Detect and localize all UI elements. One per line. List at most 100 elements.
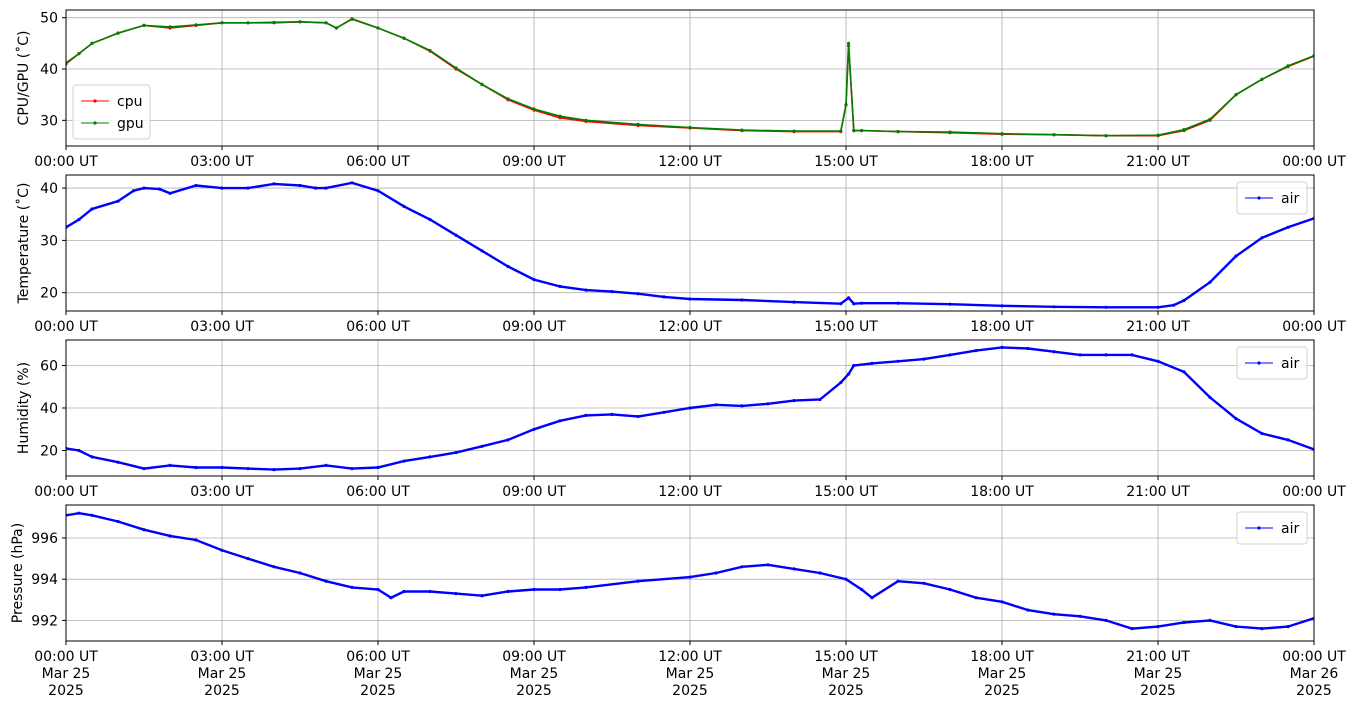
axes-frame xyxy=(65,504,1315,642)
data-point-air xyxy=(852,302,856,306)
data-point-air xyxy=(636,414,640,419)
data-point-air xyxy=(860,587,864,592)
data-point-air xyxy=(740,565,744,569)
x-year-label: 2025 xyxy=(516,683,552,699)
data-point-gpu xyxy=(246,21,250,25)
data-point-air xyxy=(610,412,614,416)
data-point-gpu xyxy=(688,125,692,130)
data-point-air xyxy=(428,217,432,222)
legend-label-air: air xyxy=(1281,521,1299,537)
data-point-air xyxy=(1052,612,1056,616)
x-tick-label: 12:00 UT xyxy=(658,484,722,500)
y-tick-label: 996 xyxy=(31,531,58,547)
data-point-air xyxy=(870,361,874,365)
data-point-gpu xyxy=(1000,132,1004,136)
data-point-air xyxy=(480,444,484,448)
data-point-air xyxy=(142,186,146,190)
data-point-air xyxy=(532,587,536,592)
data-point-air xyxy=(1156,359,1160,363)
x-tick-label: 21:00 UT xyxy=(1126,484,1190,500)
data-point-air xyxy=(558,587,562,592)
data-point-air xyxy=(1104,618,1108,623)
data-point-air xyxy=(480,594,484,598)
x-year-label: 2025 xyxy=(672,683,708,699)
data-point-gpu xyxy=(220,21,224,25)
x-tick-label: 18:00 UT xyxy=(970,319,1034,335)
panel-3: 00:00 UT 03:00 UT 06:00 UT 09:00 UT 12:00 UT… xyxy=(16,339,1346,500)
y-axis-label: Humidity (%) xyxy=(16,362,32,454)
data-point-air xyxy=(1182,298,1186,303)
data-point-air xyxy=(376,465,380,470)
legend-label-cpu: cpu xyxy=(117,94,142,110)
data-point-air xyxy=(688,575,692,579)
axes-frame xyxy=(65,9,1315,147)
x-tick-label: 18:00 UT xyxy=(970,484,1034,500)
x-year-label: 2025 xyxy=(48,683,84,699)
data-point-air xyxy=(402,589,406,594)
data-point-gpu xyxy=(142,23,146,27)
data-point-air xyxy=(1234,417,1238,421)
y-axis-label: Pressure (hPa) xyxy=(10,523,26,623)
axes-frame xyxy=(65,174,1315,312)
panel-1: 00:00 UT 03:00 UT 06:00 UT 09:00 UT 12:00 UT… xyxy=(15,9,1346,170)
y-axis-label: Temperature (˚C) xyxy=(15,183,32,305)
data-point-air xyxy=(839,302,843,306)
data-point-air xyxy=(1208,395,1212,399)
series-air xyxy=(66,511,1314,631)
series-line-gpu xyxy=(66,18,1314,137)
data-point-air xyxy=(974,349,978,353)
data-point-air xyxy=(1000,600,1004,604)
data-point-air xyxy=(116,199,120,203)
series-air xyxy=(66,345,1314,472)
x-date-label: Mar 25 xyxy=(1134,666,1183,682)
y-tick-label: 992 xyxy=(31,613,58,629)
data-point-air xyxy=(1182,620,1186,625)
y-tick-label: 40 xyxy=(40,181,58,197)
data-point-air xyxy=(662,295,666,299)
data-point-air xyxy=(1286,438,1290,442)
data-point-air xyxy=(818,571,822,575)
data-point-gpu xyxy=(334,26,338,30)
legend-box xyxy=(72,84,151,140)
x-tick-label: 00:00 UT xyxy=(1282,649,1346,665)
x-date-label: Mar 25 xyxy=(978,666,1027,682)
data-point-air xyxy=(1234,254,1238,258)
data-point-air xyxy=(662,410,666,414)
data-point-gpu xyxy=(1286,64,1290,68)
legend-marker-air xyxy=(1257,196,1261,200)
data-point-air xyxy=(1052,305,1056,309)
x-tick-label: 12:00 UT xyxy=(658,154,722,170)
data-point-gpu xyxy=(506,97,510,101)
x-tick-label: 21:00 UT xyxy=(1126,319,1190,335)
data-point-air xyxy=(584,288,588,292)
x-year-label: 2025 xyxy=(204,683,240,699)
x-year-label: 2025 xyxy=(1140,683,1176,699)
data-point-air xyxy=(688,297,692,301)
data-point-air xyxy=(610,290,614,294)
data-point-air xyxy=(298,571,302,575)
data-point-air xyxy=(246,557,250,561)
data-point-air xyxy=(90,513,94,517)
data-point-air xyxy=(298,467,302,471)
data-point-air xyxy=(350,467,354,471)
data-point-air xyxy=(1078,353,1082,357)
data-point-air xyxy=(740,404,744,408)
x-date-label: Mar 25 xyxy=(198,666,247,682)
x-year-label: 2025 xyxy=(1296,683,1332,699)
data-point-air xyxy=(194,465,198,470)
data-point-air xyxy=(272,468,276,472)
data-point-air xyxy=(1104,305,1108,309)
data-point-air xyxy=(246,186,250,190)
data-point-air xyxy=(246,467,250,471)
y-tick-label: 30 xyxy=(40,233,58,249)
data-point-air xyxy=(948,302,952,306)
data-point-air xyxy=(922,357,926,361)
data-point-air xyxy=(1130,353,1134,357)
data-point-air xyxy=(480,249,484,253)
data-point-air xyxy=(324,186,328,190)
data-point-air xyxy=(454,233,458,237)
data-point-air xyxy=(402,459,406,463)
y-tick-label: 40 xyxy=(40,401,58,417)
x-tick-label: 00:00 UT xyxy=(34,484,98,500)
data-point-gpu xyxy=(454,66,458,70)
